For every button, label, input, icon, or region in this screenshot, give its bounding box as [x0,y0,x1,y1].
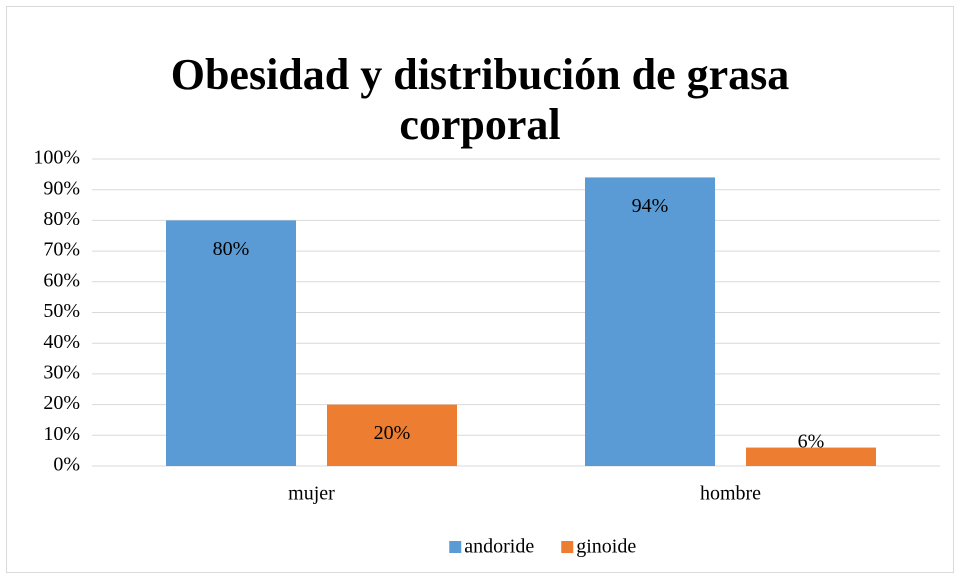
legend-label: ginoide [576,536,636,558]
y-tick-label: 100% [33,147,80,169]
y-tick-label: 10% [43,423,80,445]
y-tick-label: 80% [43,208,80,230]
y-tick-label: 60% [43,269,80,291]
chart-title: Obesidad y distribución de grasa corpora… [170,50,790,149]
y-tick-label: 30% [43,361,80,383]
bar [166,220,296,466]
data-label: 20% [374,422,411,444]
y-tick-label: 70% [43,239,80,261]
chart-border [6,6,954,573]
data-label: 80% [213,238,250,260]
y-tick-label: 0% [53,454,80,476]
bar [746,447,876,466]
legend-swatch [449,541,462,553]
bar [327,404,457,466]
y-tick-label: 20% [43,392,80,414]
bar [585,177,715,467]
y-tick-label: 40% [43,331,80,353]
data-label: 94% [632,195,669,217]
data-label: 6% [798,431,825,453]
x-tick-label: mujer [288,483,335,505]
legend-swatch [561,541,574,553]
y-tick-label: 50% [43,300,80,322]
legend-label: andoride [464,536,534,558]
x-tick-label: hombre [700,483,761,505]
y-tick-label: 90% [43,177,80,199]
